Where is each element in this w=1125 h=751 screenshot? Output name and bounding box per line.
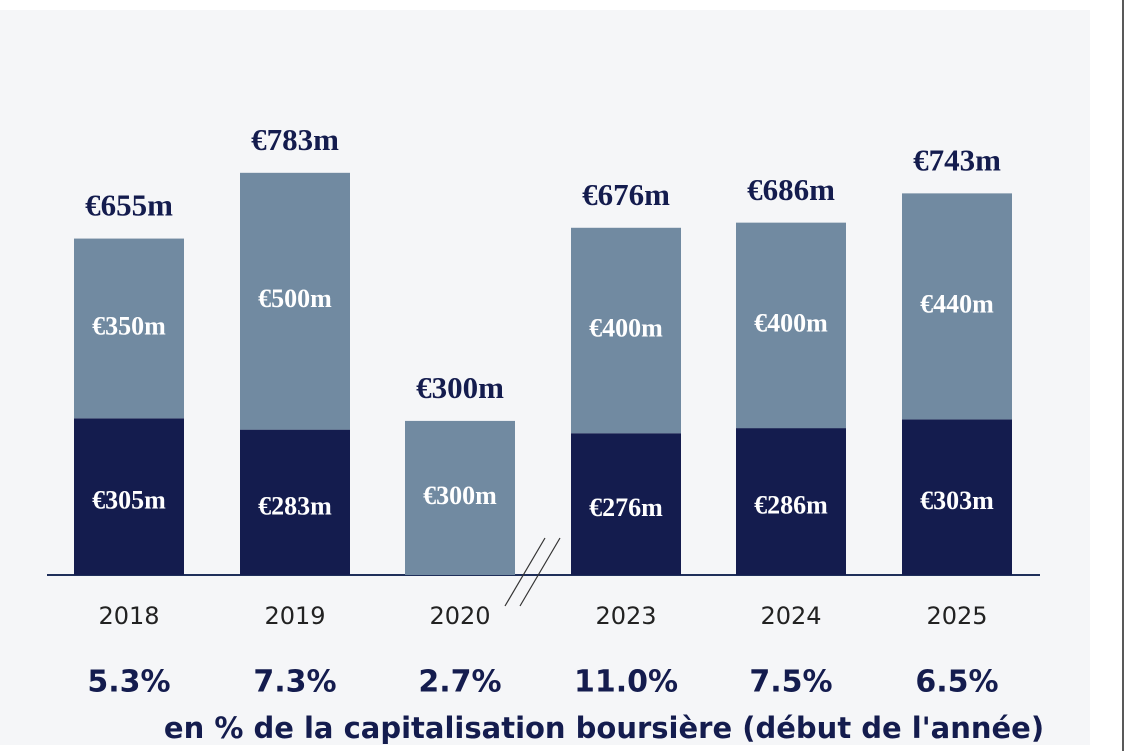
segment-label: €350m (92, 311, 166, 340)
segment-label: €283m (258, 491, 332, 520)
bar-segment (240, 172, 350, 430)
percentage-label: 11.0% (574, 665, 678, 700)
segment-label: €286m (754, 491, 828, 520)
bar-segment (74, 238, 184, 419)
bar-segment (571, 433, 681, 575)
total-label: €743m (913, 142, 1001, 177)
segment-label: €276m (589, 493, 663, 522)
x-tick-label: 2020 (429, 602, 490, 630)
percentage-label: 2.7% (418, 665, 501, 700)
segment-label: €305m (92, 486, 166, 515)
bar-segment (736, 222, 846, 429)
total-label: €783m (251, 122, 339, 157)
bar-segment (405, 420, 515, 575)
percentage-label: 6.5% (915, 665, 998, 700)
bar-segment (571, 227, 681, 434)
segment-label: €440m (920, 289, 994, 318)
axis-break (504, 537, 546, 607)
percentage-label: 7.5% (749, 665, 832, 700)
axis-break (519, 537, 561, 607)
total-label: €655m (85, 188, 173, 223)
bar-segment (74, 418, 184, 575)
bar-segment (902, 419, 1012, 575)
segment-label: €500m (258, 284, 332, 313)
percentage-label: 7.3% (253, 665, 336, 700)
total-label: €676m (582, 177, 670, 212)
segment-label: €400m (754, 308, 828, 337)
bar-segment (736, 428, 846, 575)
x-tick-label: 2023 (595, 602, 656, 630)
bar-segment (902, 193, 1012, 420)
note: en % de la capitalisation boursière (déb… (164, 711, 1044, 745)
bar-segment (240, 429, 350, 575)
total-label: €686m (747, 172, 835, 207)
x-tick-label: 2019 (264, 602, 325, 630)
segment-label: €300m (423, 481, 497, 510)
x-tick-label: 2018 (98, 602, 159, 630)
segment-label: €303m (920, 486, 994, 515)
x-tick-label: 2025 (926, 602, 987, 630)
segment-label: €400m (589, 313, 663, 342)
total-label: €300m (416, 370, 504, 405)
x-tick-label: 2024 (760, 602, 821, 630)
percentage-label: 5.3% (87, 665, 170, 700)
